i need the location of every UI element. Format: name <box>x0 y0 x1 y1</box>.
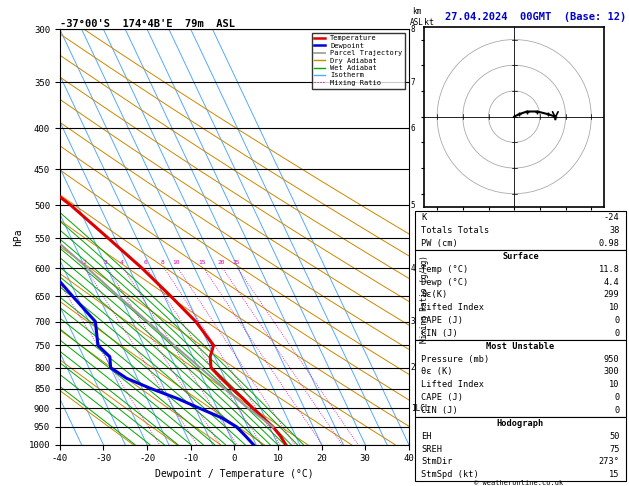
Text: 273°: 273° <box>599 457 620 467</box>
Text: Dewp (°C): Dewp (°C) <box>421 278 469 287</box>
Text: Totals Totals: Totals Totals <box>421 226 490 235</box>
Bar <box>415 211 626 250</box>
Text: Temp (°C): Temp (°C) <box>421 265 469 274</box>
Text: CAPE (J): CAPE (J) <box>421 393 464 402</box>
Text: -24: -24 <box>604 213 620 222</box>
X-axis label: Dewpoint / Temperature (°C): Dewpoint / Temperature (°C) <box>155 469 314 479</box>
Text: 299: 299 <box>604 291 620 299</box>
Text: CAPE (J): CAPE (J) <box>421 316 464 325</box>
Text: 1LCL: 1LCL <box>411 404 429 413</box>
Text: -37°00'S  174°4B'E  79m  ASL: -37°00'S 174°4B'E 79m ASL <box>60 19 235 29</box>
Text: 50: 50 <box>609 432 620 441</box>
Text: 0.98: 0.98 <box>599 239 620 248</box>
Text: 10: 10 <box>172 260 180 265</box>
Text: 15: 15 <box>198 260 206 265</box>
Text: PW (cm): PW (cm) <box>421 239 458 248</box>
Text: 8: 8 <box>160 260 164 265</box>
Y-axis label: hPa: hPa <box>13 228 23 246</box>
Text: 20: 20 <box>217 260 225 265</box>
Text: EH: EH <box>421 432 432 441</box>
Text: 0: 0 <box>615 406 620 415</box>
Text: © weatheronline.co.uk: © weatheronline.co.uk <box>474 480 564 486</box>
Text: 27.04.2024  00GMT  (Base: 12): 27.04.2024 00GMT (Base: 12) <box>445 12 626 22</box>
Text: 0: 0 <box>615 316 620 325</box>
Text: 15: 15 <box>609 470 620 479</box>
Text: km
ASL: km ASL <box>409 7 423 27</box>
Text: Pressure (mb): Pressure (mb) <box>421 355 490 364</box>
Text: 6: 6 <box>411 124 415 133</box>
Text: StmSpd (kt): StmSpd (kt) <box>421 470 479 479</box>
Text: kt: kt <box>425 17 434 27</box>
Bar <box>415 340 626 417</box>
Text: 3: 3 <box>104 260 108 265</box>
Text: Most Unstable: Most Unstable <box>486 342 555 351</box>
Text: 11.8: 11.8 <box>599 265 620 274</box>
Text: 2: 2 <box>82 260 86 265</box>
Text: StmDir: StmDir <box>421 457 453 467</box>
Text: 0: 0 <box>615 329 620 338</box>
Text: θε(K): θε(K) <box>421 291 448 299</box>
Text: 25: 25 <box>232 260 240 265</box>
Text: SREH: SREH <box>421 445 442 453</box>
Text: θε (K): θε (K) <box>421 367 453 377</box>
Text: 38: 38 <box>609 226 620 235</box>
Text: 4: 4 <box>411 264 415 273</box>
Text: 10: 10 <box>609 381 620 389</box>
Legend: Temperature, Dewpoint, Parcel Trajectory, Dry Adiabat, Wet Adiabat, Isotherm, Mi: Temperature, Dewpoint, Parcel Trajectory… <box>311 33 405 88</box>
Text: CIN (J): CIN (J) <box>421 406 458 415</box>
Text: 4: 4 <box>120 260 124 265</box>
Text: 2: 2 <box>411 363 415 372</box>
Text: 8: 8 <box>411 25 415 34</box>
Text: 950: 950 <box>604 355 620 364</box>
Bar <box>415 417 626 481</box>
Text: 75: 75 <box>609 445 620 453</box>
Text: Hodograph: Hodograph <box>497 419 544 428</box>
Text: 10: 10 <box>609 303 620 312</box>
Text: 6: 6 <box>143 260 147 265</box>
Text: 7: 7 <box>411 78 415 87</box>
Text: 5: 5 <box>411 201 415 210</box>
Text: 3: 3 <box>411 317 415 326</box>
Text: 4.4: 4.4 <box>604 278 620 287</box>
Text: Mixing Ratio (g/kg): Mixing Ratio (g/kg) <box>420 255 429 343</box>
Text: Lifted Index: Lifted Index <box>421 303 484 312</box>
Text: K: K <box>421 213 426 222</box>
Bar <box>415 250 626 340</box>
Text: 0: 0 <box>615 393 620 402</box>
Text: Surface: Surface <box>502 252 539 261</box>
Text: 300: 300 <box>604 367 620 377</box>
Text: CIN (J): CIN (J) <box>421 329 458 338</box>
Text: Lifted Index: Lifted Index <box>421 381 484 389</box>
